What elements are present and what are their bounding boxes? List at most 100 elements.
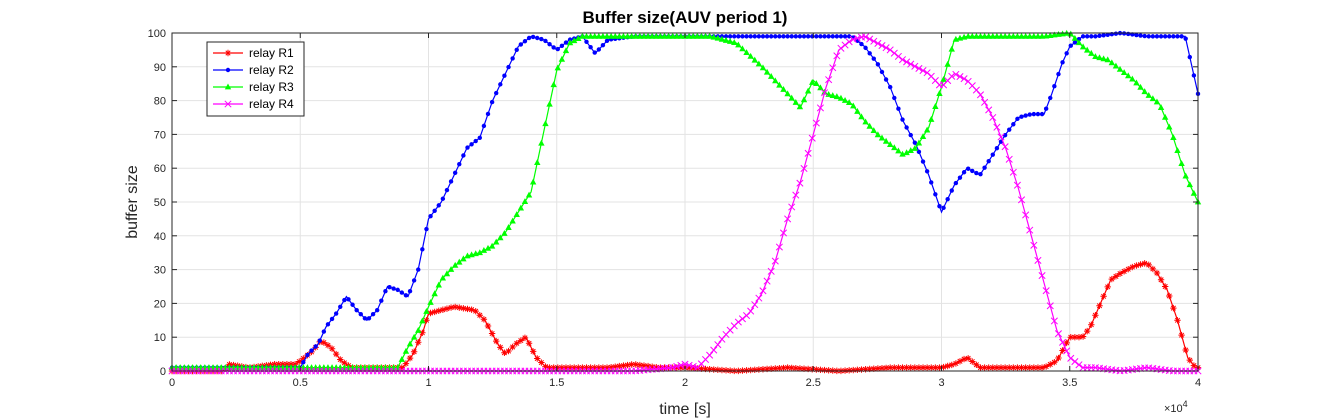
data-point-relay-r2	[309, 348, 314, 353]
data-point-relay-r3	[1137, 83, 1144, 90]
data-point-relay-r1	[300, 355, 307, 362]
data-point-relay-r2	[1076, 37, 1082, 42]
data-point-relay-r3	[542, 120, 549, 127]
data-point-relay-r1	[402, 360, 410, 367]
data-point-relay-r1	[899, 364, 906, 371]
data-point-relay-r1	[468, 306, 475, 313]
y-tick-label: 100	[148, 28, 166, 40]
data-point-relay-r2	[924, 169, 930, 174]
data-point-relay-r1	[1104, 283, 1111, 291]
data-point-relay-r4	[981, 98, 989, 106]
data-point-relay-r3	[1022, 32, 1029, 39]
data-point-relay-r1	[854, 366, 861, 373]
data-point-relay-r1	[529, 348, 537, 355]
data-point-relay-r2	[305, 352, 310, 358]
data-point-relay-r3	[698, 32, 705, 39]
data-point-relay-r2	[350, 302, 355, 307]
data-point-relay-r1	[694, 365, 701, 372]
data-point-relay-r1	[484, 322, 492, 330]
data-point-relay-r4	[775, 243, 783, 251]
data-point-relay-r1	[509, 343, 516, 351]
x-axis-exponent-power: 4	[1183, 399, 1188, 409]
data-point-relay-r3	[1145, 91, 1152, 98]
data-point-relay-r1	[632, 361, 639, 368]
data-point-relay-r3	[648, 32, 656, 39]
data-point-relay-r1	[784, 364, 791, 371]
data-point-relay-r3	[562, 47, 570, 54]
data-point-relay-r4	[1026, 226, 1034, 234]
y-tick-label: 30	[154, 265, 166, 277]
data-point-relay-r1	[907, 364, 914, 371]
data-point-relay-r3	[964, 32, 972, 39]
data-point-relay-r1	[1071, 334, 1079, 341]
data-point-relay-r2	[510, 56, 515, 61]
data-point-relay-r2	[846, 34, 852, 39]
data-point-relay-r3	[1170, 134, 1177, 141]
data-point-relay-r4	[1042, 287, 1050, 295]
data-point-relay-r1	[1137, 261, 1144, 268]
data-point-relay-r3	[891, 144, 898, 151]
data-point-relay-r2	[391, 286, 396, 291]
data-point-relay-r4	[771, 257, 779, 265]
x-tick-label: 3	[938, 377, 944, 389]
data-point-relay-r1	[644, 362, 652, 370]
data-point-relay-r1	[718, 366, 726, 374]
data-point-relay-r1	[932, 364, 939, 371]
data-point-relay-r1	[845, 367, 853, 374]
data-point-relay-r1	[673, 364, 680, 371]
data-point-relay-r2	[588, 44, 593, 50]
data-point-relay-r1	[575, 364, 582, 371]
data-point-relay-r3	[923, 126, 931, 133]
data-point-relay-r1	[747, 366, 754, 374]
data-point-relay-r3	[554, 64, 561, 71]
data-point-relay-r2	[1064, 51, 1069, 56]
data-point-relay-r1	[903, 364, 910, 371]
data-point-relay-r1	[579, 364, 586, 371]
data-point-relay-r1	[940, 363, 947, 371]
data-point-relay-r3	[505, 224, 512, 230]
data-point-relay-r3	[419, 317, 426, 324]
data-point-relay-r2	[436, 203, 441, 208]
data-point-relay-r2	[834, 34, 840, 39]
data-point-relay-r3	[747, 52, 754, 59]
legend-label-relay-r2: relay R2	[249, 63, 294, 77]
data-point-relay-r3	[1182, 172, 1189, 179]
data-point-relay-r2	[1179, 34, 1184, 39]
data-point-relay-r3	[1186, 181, 1193, 188]
data-point-relay-r3	[932, 103, 939, 109]
data-point-relay-r3	[595, 32, 603, 39]
data-point-relay-r2	[452, 170, 458, 175]
data-point-relay-r2	[912, 140, 918, 145]
data-point-relay-r3	[895, 147, 902, 154]
data-point-relay-r1	[324, 342, 332, 349]
data-point-relay-r2	[888, 84, 893, 90]
data-point-relay-r1	[767, 365, 775, 372]
data-point-relay-r2	[395, 287, 400, 293]
data-point-relay-r4	[677, 361, 685, 369]
data-point-relay-r3	[1034, 32, 1042, 39]
data-point-relay-r2	[338, 304, 343, 309]
data-point-relay-r3	[940, 76, 947, 82]
data-point-relay-r2	[461, 153, 466, 158]
data-point-relay-r2	[592, 50, 597, 55]
data-point-relay-r1	[1047, 361, 1054, 368]
data-point-relay-r1	[1026, 364, 1033, 371]
data-point-relay-r3	[899, 150, 906, 157]
y-tick-label: 60	[154, 163, 166, 175]
data-point-relay-r2	[990, 152, 995, 157]
data-point-relay-r2	[477, 135, 482, 140]
data-point-relay-r1	[985, 364, 992, 371]
data-point-relay-r3	[841, 96, 849, 103]
data-point-relay-r2	[842, 34, 848, 39]
data-point-relay-r3	[1079, 43, 1087, 50]
data-point-relay-r2	[444, 187, 450, 193]
data-point-relay-r3	[874, 131, 882, 138]
legend-marker-relay-r2	[225, 67, 231, 73]
data-point-relay-r3	[1104, 56, 1111, 63]
data-point-relay-r3	[726, 38, 734, 44]
data-point-relay-r3	[423, 308, 430, 314]
data-point-relay-r3	[1088, 49, 1095, 56]
data-point-relay-r4	[1059, 338, 1067, 346]
data-point-relay-r1	[919, 364, 927, 371]
